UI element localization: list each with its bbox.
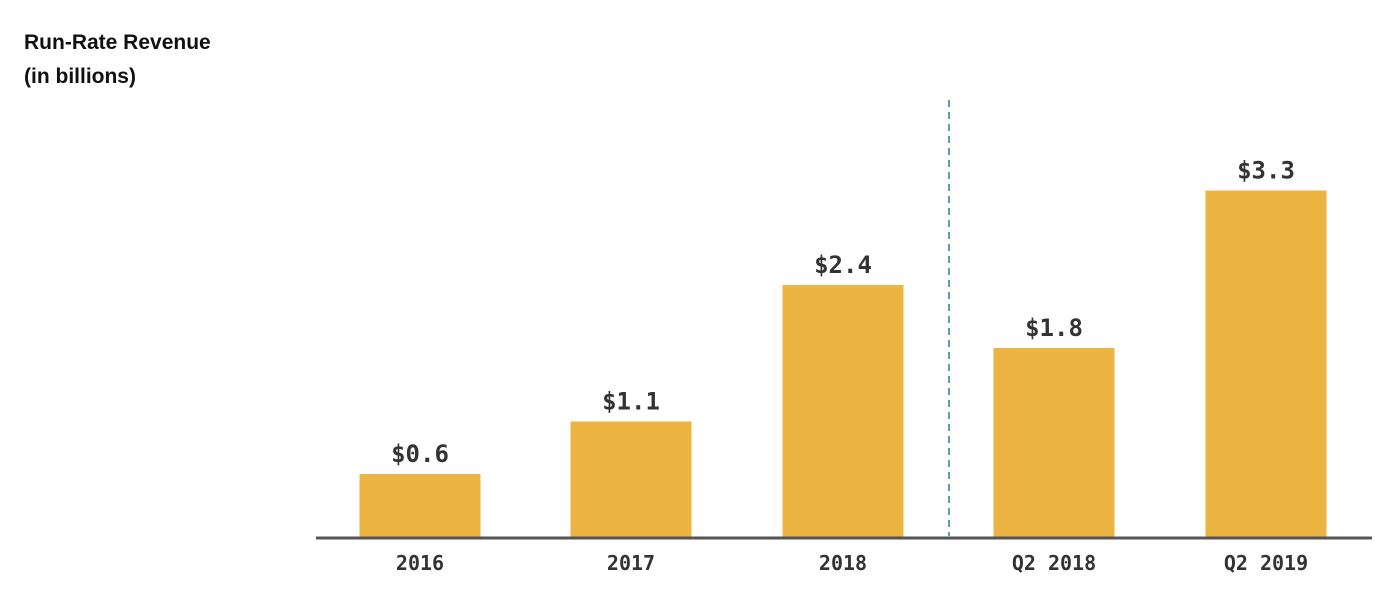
x-tick-label: Q2 2018 [1012,551,1096,575]
chart-subtitle: (in billions) [24,65,136,88]
data-label: $1.8 [1025,314,1083,342]
chart-title-block: Run-Rate Revenue (in billions) [24,26,211,94]
bar-q2-2019 [1205,190,1327,537]
data-label: $2.4 [814,251,872,279]
x-tick-label: Q2 2019 [1224,551,1308,575]
data-label: $0.6 [391,440,449,468]
bar-2016 [359,474,481,537]
x-tick-label: 2017 [607,551,655,575]
bar-q2-2018 [993,348,1115,537]
bar-2017 [570,421,692,537]
x-tick-label: 2018 [819,551,867,575]
chart-title: Run-Rate Revenue [24,31,211,54]
data-label: $1.1 [602,388,660,416]
x-tick-label: 2016 [396,551,444,575]
bar-2018 [782,285,904,537]
data-label: $3.3 [1237,157,1295,185]
